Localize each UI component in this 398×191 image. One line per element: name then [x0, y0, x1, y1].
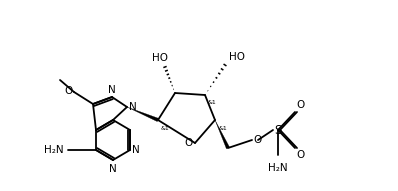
Text: H₂N: H₂N	[44, 145, 64, 155]
Text: O: O	[296, 100, 304, 110]
Text: N: N	[132, 145, 140, 155]
Polygon shape	[127, 107, 159, 122]
Text: O: O	[65, 86, 73, 96]
Text: S: S	[274, 124, 282, 137]
Text: &1: &1	[161, 126, 170, 131]
Text: N: N	[109, 164, 117, 174]
Text: H₂N: H₂N	[268, 163, 288, 173]
Text: N: N	[129, 102, 137, 112]
Text: &1: &1	[219, 126, 228, 131]
Text: O: O	[253, 135, 261, 145]
Text: &1: &1	[208, 100, 217, 105]
Polygon shape	[215, 120, 230, 149]
Text: N: N	[108, 85, 116, 95]
Text: HO: HO	[152, 53, 168, 63]
Text: HO: HO	[229, 52, 245, 62]
Text: O: O	[296, 150, 304, 160]
Text: O: O	[185, 138, 193, 148]
